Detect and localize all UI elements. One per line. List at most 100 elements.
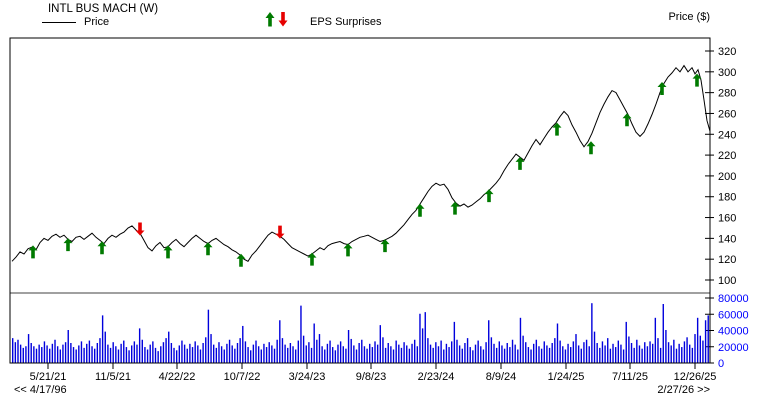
volume-bar [628, 336, 630, 363]
volume-bar [125, 347, 128, 363]
volume-bar [461, 348, 463, 363]
nav-back-link[interactable]: << 4/17/96 [14, 384, 67, 396]
price-tick-label: 320 [718, 46, 736, 58]
volume-bar [556, 323, 559, 363]
volume-bar [297, 340, 300, 363]
volume-bar [435, 342, 437, 363]
volume-bar [604, 345, 606, 363]
volume-bar [572, 341, 575, 363]
volume-bar [146, 349, 149, 363]
volume-bar [384, 347, 387, 363]
eps-up-arrow [484, 189, 494, 203]
eps-up-arrow [97, 241, 107, 255]
eps-up-arrow [343, 243, 353, 257]
volume-bar [675, 348, 678, 363]
volume-bar [416, 346, 419, 363]
volume-bar [265, 347, 268, 363]
volume-bar [279, 320, 281, 363]
volume-bar [112, 342, 114, 363]
volume-bar [308, 342, 310, 363]
volume-bar [46, 345, 48, 363]
volume-bar [260, 349, 262, 363]
volume-bar [25, 346, 27, 363]
volume-bar [250, 350, 252, 363]
volume-bar [80, 341, 83, 363]
volume-bar [284, 344, 286, 363]
volume-bar [228, 339, 231, 363]
volume-bar [287, 347, 289, 363]
volume-bar [707, 315, 709, 363]
volume-bar [667, 342, 670, 363]
volume-bar [91, 346, 93, 363]
volume-bar [93, 348, 96, 363]
volume-bar [551, 343, 553, 363]
volume-bar [56, 346, 59, 363]
volume-bar [443, 349, 445, 363]
volume-tick-label: 0 [718, 358, 724, 370]
volume-bar [617, 340, 620, 363]
volume-bar [599, 347, 601, 363]
volume-bar [131, 345, 133, 363]
price-tick-label: 240 [718, 129, 736, 141]
volume-bar [480, 346, 482, 363]
volume-bar [517, 349, 519, 363]
volume-bar [67, 330, 69, 363]
volume-bar [453, 321, 456, 363]
volume-bar [538, 346, 540, 363]
volume-bar [696, 317, 699, 363]
nav-forward-link[interactable]: 2/27/26 >> [657, 384, 710, 396]
volume-bar [101, 315, 104, 363]
eps-up-arrow [515, 156, 525, 170]
volume-bar [292, 346, 294, 363]
volume-bar [644, 342, 646, 363]
volume-bar [353, 345, 355, 363]
volume-bar [456, 339, 458, 363]
price-tick-label: 200 [718, 171, 736, 183]
volume-bar [686, 337, 688, 363]
volume-bar [19, 344, 22, 363]
volume-bar [427, 338, 429, 363]
volume-bar [300, 305, 302, 363]
volume-bar [485, 342, 487, 363]
volume-bar [152, 341, 154, 363]
volume-bar [683, 341, 686, 363]
volume-bar [651, 343, 654, 363]
volume-bar [342, 346, 344, 363]
volume-bar [609, 348, 612, 363]
volume-bar [22, 347, 24, 363]
volume-bar [583, 342, 585, 363]
volume-bar [361, 339, 363, 363]
volume-bar [421, 328, 424, 363]
volume-bar [244, 341, 247, 363]
volume-bar [59, 349, 62, 363]
eps-up-arrow [380, 239, 390, 253]
volume-bar [30, 343, 32, 363]
volume-bar [543, 341, 545, 363]
volume-bar [75, 349, 77, 363]
volume-bar [699, 335, 701, 363]
eps-up-arrow [692, 73, 702, 87]
volume-bar [694, 334, 696, 363]
volume-bar [178, 345, 181, 363]
volume-bar [154, 347, 157, 363]
volume-bar [141, 339, 143, 363]
volume-bar [104, 331, 106, 363]
volume-bar [331, 347, 334, 363]
volume-bar [369, 343, 371, 363]
volume-bar [403, 342, 405, 363]
volume-bar [601, 341, 604, 363]
volume-bar [123, 340, 125, 363]
price-tick-label: 120 [718, 254, 736, 266]
volume-bar [482, 349, 485, 363]
volume-bar [379, 325, 381, 363]
volume-bar [197, 345, 199, 363]
volume-bar [212, 344, 215, 363]
volume-bar [490, 337, 493, 363]
volume-bar [313, 323, 315, 363]
volume-bar [329, 340, 331, 363]
volume-bar [527, 347, 530, 363]
volume-bar [472, 350, 474, 363]
volume-tick-label: 40000 [718, 326, 749, 338]
